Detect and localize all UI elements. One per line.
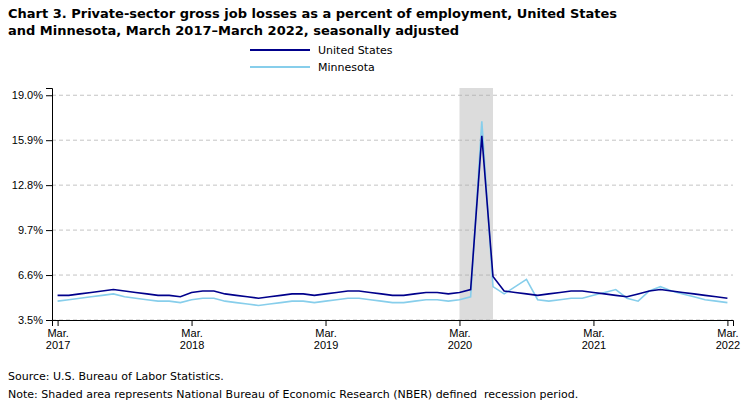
x-tick-label-line: Mar.: [449, 327, 470, 339]
y-tick: 6.6%: [18, 269, 52, 281]
x-axis-line: [53, 321, 734, 327]
y-tick: 12.8%: [12, 179, 52, 191]
x-tick-label: Mar.2018: [180, 327, 204, 352]
legend-label: Minnesota: [318, 61, 375, 74]
x-tick-label-line: 2022: [716, 339, 740, 351]
x-tick-label-line: 2021: [582, 339, 606, 351]
legend-swatch: [250, 49, 310, 51]
chart-svg: Chart 3. Private-sector gross job losses…: [0, 0, 751, 420]
y-tick-label: 15.9%: [12, 134, 43, 146]
line: [58, 136, 728, 298]
y-tick-mark: [46, 140, 52, 141]
x-tick-label-line: Mar.: [717, 327, 738, 339]
grid-line: [52, 230, 733, 231]
x-tick-label-line: 2018: [180, 339, 204, 351]
y-tick: 9.7%: [18, 224, 52, 236]
y-tick-label: 19.0%: [12, 89, 43, 101]
grid-line: [52, 140, 733, 141]
y-tick-mark: [46, 320, 52, 321]
annotation: Note: Shaded area represents National Bu…: [8, 388, 578, 401]
y-axis: 3.5% 6.6% 9.7% 12.8% 15.9% 19.0%: [12, 89, 53, 327]
grid-line: [52, 185, 733, 186]
x-tick-label-line: Mar.: [583, 327, 604, 339]
x-tick-mark: [459, 320, 460, 326]
y-tick: 3.5%: [18, 314, 52, 326]
plot: 3.5%6.6%9.7%12.8%15.9%19.0%Mar.2017Mar.2…: [12, 88, 740, 351]
x-tick-label: Mar.2017: [46, 327, 70, 352]
x-tick-label-line: 2020: [448, 339, 472, 351]
x-tick-label: Mar.2021: [582, 327, 606, 352]
x-tick-label: Mar.2020: [448, 327, 472, 352]
legend-swatch: [250, 66, 310, 68]
x-tick-label-line: 2017: [46, 339, 70, 351]
x-tick-label: Mar.2022: [716, 327, 740, 352]
y-tick-label: 3.5%: [18, 314, 43, 326]
x-tick-mark: [192, 320, 193, 326]
x-tick-mark: [326, 320, 327, 326]
y-tick: 15.9%: [12, 134, 52, 146]
x-axis: Mar.2017Mar.2018Mar.2019Mar.2020Mar.2021…: [46, 320, 740, 351]
x-tick-label-line: 2019: [314, 339, 338, 351]
title: and Minnesota, March 2017–March 2022, se…: [8, 23, 459, 38]
x-tick: Mar.2018: [180, 320, 204, 351]
y-tick-mark: [46, 275, 52, 276]
x-tick-mark: [727, 320, 728, 326]
legend-item: United States: [250, 44, 393, 57]
x-tick: Mar.2021: [582, 320, 606, 351]
line: [58, 121, 728, 305]
lines: [58, 121, 728, 305]
x-tick: Mar.2019: [314, 320, 338, 351]
legend-item: Minnesota: [250, 61, 375, 74]
grid-line: [52, 95, 733, 96]
x-tick-label-line: Mar.: [47, 327, 68, 339]
x-tick-label-line: Mar.: [315, 327, 336, 339]
x-tick-label-line: Mar.: [181, 327, 202, 339]
y-tick-mark: [46, 95, 52, 96]
y-tick-label: 6.6%: [18, 269, 43, 281]
legend: United States Minnesota: [250, 44, 393, 74]
x-tick-mark: [58, 320, 59, 326]
y-tick: 19.0%: [12, 89, 52, 101]
y-axis-line: [46, 89, 53, 321]
title: Chart 3. Private-sector gross job losses…: [8, 6, 617, 21]
x-tick: Mar.2020: [448, 320, 472, 351]
x-tick: Mar.2017: [46, 320, 70, 351]
annotation: Source: U.S. Bureau of Labor Statistics.: [8, 370, 224, 383]
y-tick-mark: [46, 230, 52, 231]
y-tick-mark: [46, 185, 52, 186]
x-tick-label: Mar.2019: [314, 327, 338, 352]
legend-label: United States: [318, 44, 393, 57]
x-tick-mark: [593, 320, 594, 326]
y-tick-label: 9.7%: [18, 224, 43, 236]
y-tick-label: 12.8%: [12, 179, 43, 191]
x-tick: Mar.2022: [716, 320, 740, 351]
grid-line: [52, 275, 733, 276]
grid: [52, 95, 733, 320]
